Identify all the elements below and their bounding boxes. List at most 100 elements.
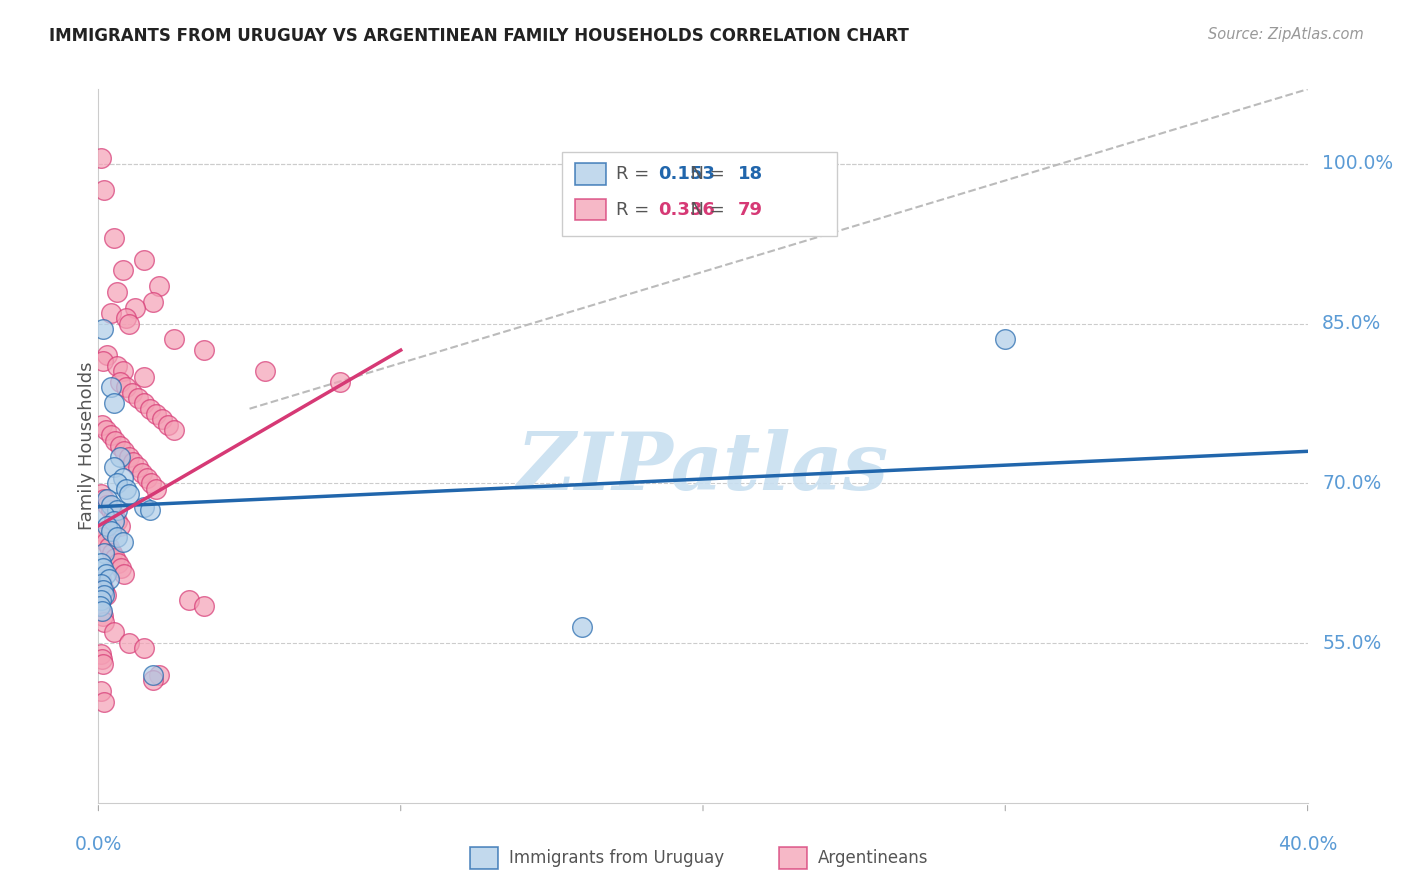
Point	[142, 668, 165, 682]
Point	[90, 487, 112, 501]
Point	[121, 385, 143, 400]
Point	[150, 412, 173, 426]
Point	[103, 514, 125, 528]
Point	[111, 364, 134, 378]
Point	[111, 534, 134, 549]
Point	[93, 492, 115, 507]
Point	[141, 476, 163, 491]
Point	[90, 556, 112, 570]
Text: 0.336: 0.336	[658, 201, 714, 219]
Point	[90, 593, 112, 607]
Point	[253, 364, 276, 378]
Point	[329, 375, 352, 389]
Text: 0.153: 0.153	[658, 165, 714, 183]
Point	[111, 471, 134, 485]
Point	[90, 604, 112, 618]
Point	[91, 417, 114, 432]
Point	[105, 529, 128, 543]
Point	[108, 439, 131, 453]
Text: 55.0%: 55.0%	[1322, 633, 1381, 653]
Point	[90, 647, 112, 661]
Text: 85.0%: 85.0%	[1322, 314, 1381, 333]
Point	[103, 508, 125, 523]
Point	[91, 657, 114, 672]
Point	[139, 401, 162, 416]
Point	[105, 359, 128, 373]
Point	[91, 353, 114, 368]
Point	[139, 503, 162, 517]
Point	[135, 471, 157, 485]
Text: R =: R =	[616, 201, 655, 219]
Point	[93, 588, 115, 602]
Point	[148, 668, 170, 682]
Text: N =: N =	[679, 165, 731, 183]
Text: 100.0%: 100.0%	[1322, 154, 1393, 173]
Point	[93, 508, 115, 523]
Point	[98, 540, 121, 554]
Point	[93, 615, 115, 629]
Point	[103, 231, 125, 245]
Point	[132, 369, 155, 384]
Point	[132, 500, 155, 514]
Point	[112, 566, 135, 581]
Point	[148, 279, 170, 293]
Point	[90, 152, 112, 166]
Text: Argentineans: Argentineans	[818, 849, 929, 867]
Point	[96, 492, 118, 507]
Point	[90, 684, 112, 698]
Point	[96, 498, 118, 512]
Point	[118, 487, 141, 501]
Point	[104, 550, 127, 565]
Point	[118, 317, 141, 331]
Point	[132, 252, 155, 267]
Point	[100, 428, 122, 442]
Text: 40.0%: 40.0%	[1278, 835, 1337, 854]
Point	[163, 423, 186, 437]
Text: IMMIGRANTS FROM URUGUAY VS ARGENTINEAN FAMILY HOUSEHOLDS CORRELATION CHART: IMMIGRANTS FROM URUGUAY VS ARGENTINEAN F…	[49, 27, 910, 45]
Point	[193, 599, 215, 613]
Point	[98, 572, 121, 586]
Point	[93, 183, 115, 197]
Point	[193, 343, 215, 358]
Point	[110, 561, 132, 575]
Point	[132, 396, 155, 410]
Point	[105, 285, 128, 299]
Point	[994, 333, 1017, 347]
Point	[107, 556, 129, 570]
Point	[156, 417, 179, 432]
Point	[91, 652, 114, 666]
Point	[100, 498, 122, 512]
Point	[145, 407, 167, 421]
Point	[142, 295, 165, 310]
Point	[91, 561, 114, 575]
Point	[122, 455, 145, 469]
Point	[124, 301, 146, 315]
Point	[93, 695, 115, 709]
Point	[118, 450, 141, 464]
Point	[100, 503, 122, 517]
Text: 18: 18	[738, 165, 763, 183]
Text: N =: N =	[679, 201, 731, 219]
Point	[103, 625, 125, 640]
Point	[112, 444, 135, 458]
Point	[108, 450, 131, 464]
Point	[93, 545, 115, 559]
Point	[90, 572, 112, 586]
Point	[145, 482, 167, 496]
Point	[94, 588, 117, 602]
Point	[127, 460, 149, 475]
Point	[105, 503, 128, 517]
Point	[91, 529, 114, 543]
Point	[91, 322, 114, 336]
Point	[132, 641, 155, 656]
Point	[90, 577, 112, 591]
Y-axis label: Family Households: Family Households	[79, 362, 96, 530]
Point	[103, 396, 125, 410]
Point	[89, 599, 111, 613]
Point	[96, 349, 118, 363]
Point	[101, 545, 124, 559]
Point	[94, 566, 117, 581]
Point	[100, 306, 122, 320]
Point	[104, 434, 127, 448]
Point	[93, 582, 115, 597]
